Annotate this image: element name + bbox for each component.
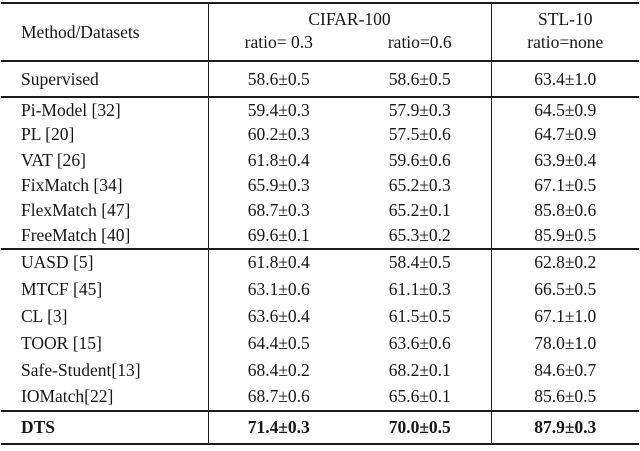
value-cell: 67.1±1.0 [490, 302, 640, 330]
method-cell: DTS [21, 416, 56, 437]
value-cell: 62.8±0.2 [490, 248, 640, 276]
value-cell: 61.1±0.3 [388, 278, 451, 299]
method-cell: CL [3] [21, 305, 68, 326]
value-cell: 59.6±0.6 [388, 149, 451, 170]
value-cell: 70.0±0.5 [388, 416, 451, 437]
method-cell: VAT [26] [21, 149, 86, 170]
method-cell: PL [20] [21, 124, 75, 145]
method-cell: IOMatch[22] [21, 386, 114, 407]
value-cell: 61.8±0.4 [207, 147, 349, 173]
method-cell: Safe-Student[13] [21, 359, 141, 380]
section-supervised: Supervised 58.6±0.5 58.6±0.5 63.4±1.0 [1, 61, 640, 97]
value-cell: 60.2±0.3 [207, 122, 349, 148]
value-cell: 57.9±0.3 [388, 99, 451, 120]
value-cell: 64.7±0.9 [490, 122, 640, 148]
row-dts: DTS 71.4±0.3 70.0±0.5 87.9±0.3 [1, 410, 640, 444]
column-group-cifar100: CIFAR-100 [207, 3, 492, 31]
value-cell: 57.5±0.6 [388, 124, 451, 145]
value-cell: 87.9±0.3 [490, 410, 640, 444]
section-ours: DTS 71.4±0.3 70.0±0.5 87.9±0.3 [1, 410, 640, 444]
row-supervised: Supervised 58.6±0.5 58.6±0.5 63.4±1.0 [1, 61, 640, 97]
section-safe-ssl-methods: UASD [5] 61.8±0.4 58.4±0.5 62.8±0.2 MTCF… [1, 248, 640, 411]
value-cell: 78.0±1.0 [490, 329, 640, 357]
value-cell: 59.4±0.3 [207, 97, 349, 123]
method-cell: MTCF [45] [21, 278, 103, 299]
row-toor: TOOR [15] 64.4±0.5 63.6±0.6 78.0±1.0 [1, 329, 640, 357]
method-cell: TOOR [15] [21, 332, 102, 353]
value-cell: 61.8±0.4 [207, 248, 349, 276]
row-freematch: FreeMatch [40] 69.6±0.1 65.3±0.2 85.9±0.… [1, 223, 640, 249]
value-cell: 65.3±0.2 [388, 225, 451, 246]
column-group-stl10: STL-10 [490, 3, 640, 31]
value-cell: 68.7±0.6 [207, 383, 349, 411]
value-cell: 66.5±0.5 [490, 275, 640, 303]
row-safe-student: Safe-Student[13] 68.4±0.2 68.2±0.1 84.6±… [1, 356, 640, 384]
value-cell: 63.6±0.4 [207, 302, 349, 330]
value-cell: 69.6±0.1 [207, 223, 349, 249]
value-cell: 58.6±0.5 [388, 68, 451, 89]
row-pi-model: Pi-Model [32] 59.4±0.3 57.9±0.3 64.5±0.9 [1, 97, 640, 123]
method-cell: FixMatch [34] [21, 175, 123, 196]
value-cell: 63.4±1.0 [490, 61, 640, 97]
value-cell: 85.8±0.6 [490, 198, 640, 224]
value-cell: 58.4±0.5 [388, 252, 451, 273]
method-cell: FreeMatch [40] [21, 225, 131, 246]
row-vat: VAT [26] 61.8±0.4 59.6±0.6 63.9±0.4 [1, 147, 640, 173]
header-row-ratios: ratio= 0.3 ratio=0.6 ratio=none [1, 31, 640, 61]
value-cell: 65.6±0.1 [388, 386, 451, 407]
row-iomatch: IOMatch[22] 68.7±0.6 65.6±0.1 85.6±0.5 [1, 383, 640, 411]
column-header-method: Method/Datasets [21, 21, 140, 42]
row-pl: PL [20] 60.2±0.3 57.5±0.6 64.7±0.9 [1, 122, 640, 148]
column-header-ratio-none: ratio=none [490, 31, 640, 61]
value-cell: 68.2±0.1 [388, 359, 451, 380]
value-cell: 64.5±0.9 [490, 97, 640, 123]
method-cell: Supervised [21, 68, 99, 89]
method-cell: FlexMatch [47] [21, 200, 131, 221]
value-cell: 68.7±0.3 [207, 198, 349, 224]
value-cell: 85.6±0.5 [490, 383, 640, 411]
value-cell: 63.1±0.6 [207, 275, 349, 303]
method-cell: Pi-Model [32] [21, 99, 121, 120]
value-cell: 58.6±0.5 [207, 61, 349, 97]
row-flexmatch: FlexMatch [47] 68.7±0.3 65.2±0.1 85.8±0.… [1, 198, 640, 224]
value-cell: 85.9±0.5 [490, 223, 640, 249]
method-cell: UASD [5] [21, 252, 94, 273]
row-mtcf: MTCF [45] 63.1±0.6 61.1±0.3 66.5±0.5 [1, 275, 640, 303]
value-cell: 65.2±0.1 [388, 200, 451, 221]
column-header-ratio-06: ratio=0.6 [387, 32, 452, 52]
section-ssl-methods: Pi-Model [32] 59.4±0.3 57.9±0.3 64.5±0.9… [1, 97, 640, 249]
value-cell: 63.9±0.4 [490, 147, 640, 173]
column-header-ratio-03: ratio= 0.3 [207, 31, 349, 61]
value-cell: 84.6±0.7 [490, 356, 640, 384]
header-row-datasets: Method/Datasets CIFAR-100 STL-10 [1, 3, 640, 42]
row-uasd: UASD [5] 61.8±0.4 58.4±0.5 62.8±0.2 [1, 248, 640, 276]
row-fixmatch: FixMatch [34] 65.9±0.3 65.2±0.3 67.1±0.5 [1, 172, 640, 199]
row-cl: CL [3] 63.6±0.4 61.5±0.5 67.1±1.0 [1, 302, 640, 330]
value-cell: 65.2±0.3 [388, 175, 451, 196]
value-cell: 68.4±0.2 [207, 356, 349, 384]
value-cell: 63.6±0.6 [388, 332, 451, 353]
value-cell: 61.5±0.5 [388, 305, 451, 326]
value-cell: 64.4±0.5 [207, 329, 349, 357]
value-cell: 71.4±0.3 [207, 410, 349, 444]
value-cell: 67.1±0.5 [490, 172, 640, 199]
value-cell: 65.9±0.3 [207, 172, 349, 199]
table-header: Method/Datasets CIFAR-100 STL-10 ratio= … [1, 3, 640, 61]
